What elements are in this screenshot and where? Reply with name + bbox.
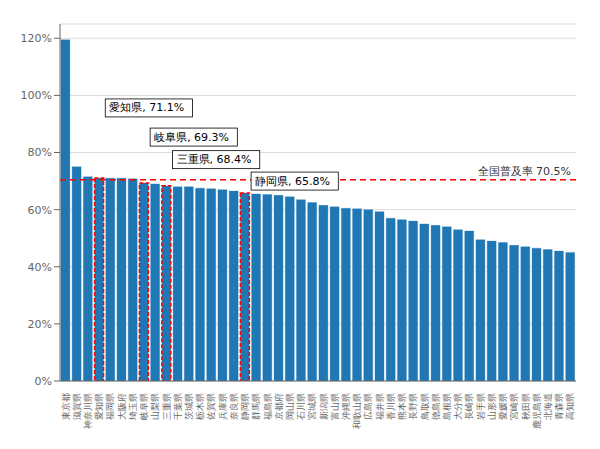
svg-text:全国普及率 70.5%: 全国普及率 70.5% [478,165,571,178]
svg-text:静岡県, 65.8%: 静岡県, 65.8% [255,175,330,188]
svg-text:三重県: 三重県 [162,393,172,420]
svg-text:奈良県: 奈良県 [229,393,239,420]
svg-text:福岡県: 福岡県 [105,393,115,420]
svg-text:山形県: 山形県 [487,393,497,420]
svg-text:長崎県: 長崎県 [464,393,474,420]
svg-text:福井県: 福井県 [375,393,385,420]
svg-text:0%: 0% [35,375,52,388]
svg-text:大分県: 大分県 [453,393,463,420]
svg-text:新潟県: 新潟県 [319,393,329,420]
svg-text:鹿児島県: 鹿児島県 [532,393,542,429]
svg-text:兵庫県: 兵庫県 [218,393,228,420]
svg-text:東京都: 東京都 [61,393,71,420]
svg-text:神奈川県: 神奈川県 [83,393,93,429]
svg-text:愛媛県: 愛媛県 [498,393,508,420]
svg-text:岩手県: 岩手県 [476,393,486,420]
svg-text:千葉県: 千葉県 [173,393,183,420]
svg-text:100%: 100% [21,89,52,102]
svg-text:群馬県: 群馬県 [251,393,261,420]
svg-text:石川県: 石川県 [296,393,306,420]
svg-text:大阪府: 大阪府 [117,393,127,420]
svg-text:宮崎県: 宮崎県 [509,393,519,420]
svg-text:秋田県: 秋田県 [521,393,531,420]
svg-text:沖縄県: 沖縄県 [341,393,351,420]
svg-text:栃木県: 栃木県 [195,393,205,420]
svg-text:三重県, 68.4%: 三重県, 68.4% [177,153,252,166]
svg-text:富山県: 富山県 [330,393,340,420]
svg-text:岐阜県: 岐阜県 [139,393,149,420]
svg-text:青森県: 青森県 [554,393,564,420]
svg-text:20%: 20% [28,318,52,331]
svg-text:広島県: 広島県 [363,393,373,420]
svg-text:長野県: 長野県 [408,393,418,420]
svg-text:鳥取県: 鳥取県 [420,393,430,421]
svg-text:徳島県: 徳島県 [431,393,441,420]
svg-text:岡山県: 岡山県 [285,393,295,420]
svg-text:岐阜県, 69.3%: 岐阜県, 69.3% [154,131,229,144]
svg-text:福島県: 福島県 [263,393,273,420]
svg-text:熊本県: 熊本県 [397,393,407,420]
svg-text:茨城県: 茨城県 [184,393,194,420]
svg-text:静岡県: 静岡県 [240,393,250,420]
svg-text:80%: 80% [28,146,52,159]
svg-text:120%: 120% [21,32,52,45]
svg-text:山梨県: 山梨県 [150,393,160,420]
svg-text:埼玉県: 埼玉県 [128,393,138,421]
svg-text:60%: 60% [28,204,52,217]
svg-text:40%: 40% [28,261,52,274]
svg-text:宮城県: 宮城県 [307,393,317,420]
svg-text:島根県: 島根県 [442,393,452,420]
svg-text:愛知県: 愛知県 [94,393,104,420]
svg-text:香川県: 香川県 [386,393,396,420]
svg-text:佐賀県: 佐賀県 [206,393,216,420]
svg-text:高知県: 高知県 [565,393,575,420]
svg-text:滋賀県: 滋賀県 [72,393,82,420]
svg-text:和歌山県: 和歌山県 [352,393,362,429]
svg-text:北海道: 北海道 [543,393,553,420]
svg-text:京都府: 京都府 [274,393,284,420]
svg-text:愛知県, 71.1%: 愛知県, 71.1% [109,101,184,114]
